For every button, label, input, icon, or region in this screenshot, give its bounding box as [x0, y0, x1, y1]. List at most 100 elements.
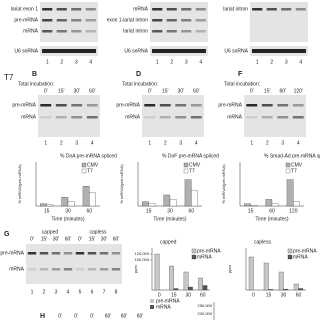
band — [71, 30, 82, 33]
y-tick-label: 250,000 — [198, 303, 213, 308]
band-label: lariat intron — [223, 6, 248, 12]
band — [252, 8, 263, 11]
band — [42, 8, 53, 11]
legend-swatch — [81, 162, 87, 168]
bar — [293, 283, 299, 291]
y-tick-label: 100,000 — [135, 257, 150, 262]
bar — [263, 262, 269, 291]
band — [152, 30, 163, 33]
legend-label: CMV — [87, 162, 99, 168]
time-label: 0' — [78, 236, 82, 242]
lane-number: 3 — [75, 59, 78, 65]
band — [85, 8, 96, 11]
band-label: mRNA — [23, 28, 38, 34]
time-label: 30' — [101, 236, 108, 242]
x-tick-label: 0 — [252, 292, 255, 298]
x-tick-label: 60 — [87, 208, 93, 214]
chart-title: % Smad-Ad pre-mRNA spliced — [264, 153, 320, 159]
bar — [191, 190, 198, 207]
x-axis-label: Time (minutes) — [255, 216, 288, 222]
loading-band — [42, 49, 96, 53]
band-label: pre-mRNA — [0, 250, 24, 256]
band-label: mRNA — [227, 114, 242, 120]
incubation-label: Total incubation: — [224, 81, 260, 87]
band — [277, 104, 289, 107]
bar — [183, 271, 189, 291]
x-tick-label: 60 — [296, 292, 302, 298]
time-label: 0' — [74, 313, 78, 319]
x-tick-label: 60 — [269, 208, 275, 214]
band — [195, 30, 206, 33]
bar — [184, 179, 192, 207]
band — [42, 19, 53, 22]
panel-letter: H — [40, 313, 45, 320]
panel-letter: F — [238, 71, 243, 78]
band — [99, 268, 109, 271]
band — [87, 268, 97, 271]
band — [190, 116, 202, 119]
band — [166, 19, 177, 22]
lane-number: 1 — [148, 140, 151, 146]
bar — [278, 271, 284, 291]
band — [40, 116, 52, 119]
band — [166, 8, 177, 11]
lane-number: 2 — [266, 140, 269, 146]
bar — [265, 199, 273, 207]
side-label: T7 — [4, 73, 14, 82]
legend-swatch — [183, 168, 189, 174]
lane-number: 2 — [60, 140, 63, 146]
bar — [67, 201, 75, 207]
legend-swatch — [191, 254, 197, 260]
band — [261, 116, 273, 119]
band-label: lariat exon 1 — [11, 6, 38, 12]
panel-letter: D — [136, 71, 141, 78]
time-label: 60' — [121, 313, 128, 319]
band — [111, 268, 121, 271]
lane-number: 1 — [156, 59, 159, 65]
band — [51, 268, 61, 271]
band — [27, 268, 37, 271]
bar — [286, 179, 294, 207]
x-tick-label: 30 — [167, 208, 173, 214]
band — [99, 252, 109, 255]
band — [159, 116, 171, 119]
lane-number: 2 — [60, 59, 63, 65]
group-label: capped — [42, 229, 59, 235]
band — [246, 116, 258, 119]
x-tick-label: 120 — [289, 208, 298, 214]
time-label: 60' — [65, 236, 72, 242]
legend-swatch — [287, 248, 293, 254]
panel-letter: B — [32, 71, 37, 78]
time-label: 15' — [41, 236, 48, 242]
y-axis-label: % mRNA/(pre-mRNA) — [221, 164, 226, 204]
band — [152, 19, 163, 22]
legend-swatch — [285, 168, 291, 174]
time-label: 30' — [177, 88, 184, 94]
legend-label: mRNA — [197, 254, 212, 260]
lane-number: 3 — [185, 59, 188, 65]
y-axis-label: % mRNA/(pre-mRNA) — [119, 164, 124, 204]
band — [55, 116, 67, 119]
band — [71, 19, 82, 22]
bar — [198, 277, 203, 291]
bar — [82, 186, 90, 207]
band — [261, 104, 273, 107]
band-label: pre-mRNA — [218, 102, 242, 108]
legend-swatch — [81, 168, 87, 174]
chart-title: capped — [160, 239, 177, 245]
band — [111, 252, 121, 255]
panel-letter: G — [4, 231, 10, 238]
bar — [40, 203, 47, 207]
lane-number: 2 — [270, 59, 273, 65]
band — [152, 8, 163, 11]
bar — [271, 203, 279, 207]
band — [86, 104, 98, 107]
x-tick-label: 60 — [200, 292, 206, 298]
incubation-label: Total incubation: — [18, 81, 54, 87]
time-label: 0' — [44, 88, 48, 94]
band — [190, 104, 202, 107]
legend-swatch — [287, 254, 293, 260]
bar — [154, 253, 160, 291]
lane-number: 4 — [89, 59, 92, 65]
